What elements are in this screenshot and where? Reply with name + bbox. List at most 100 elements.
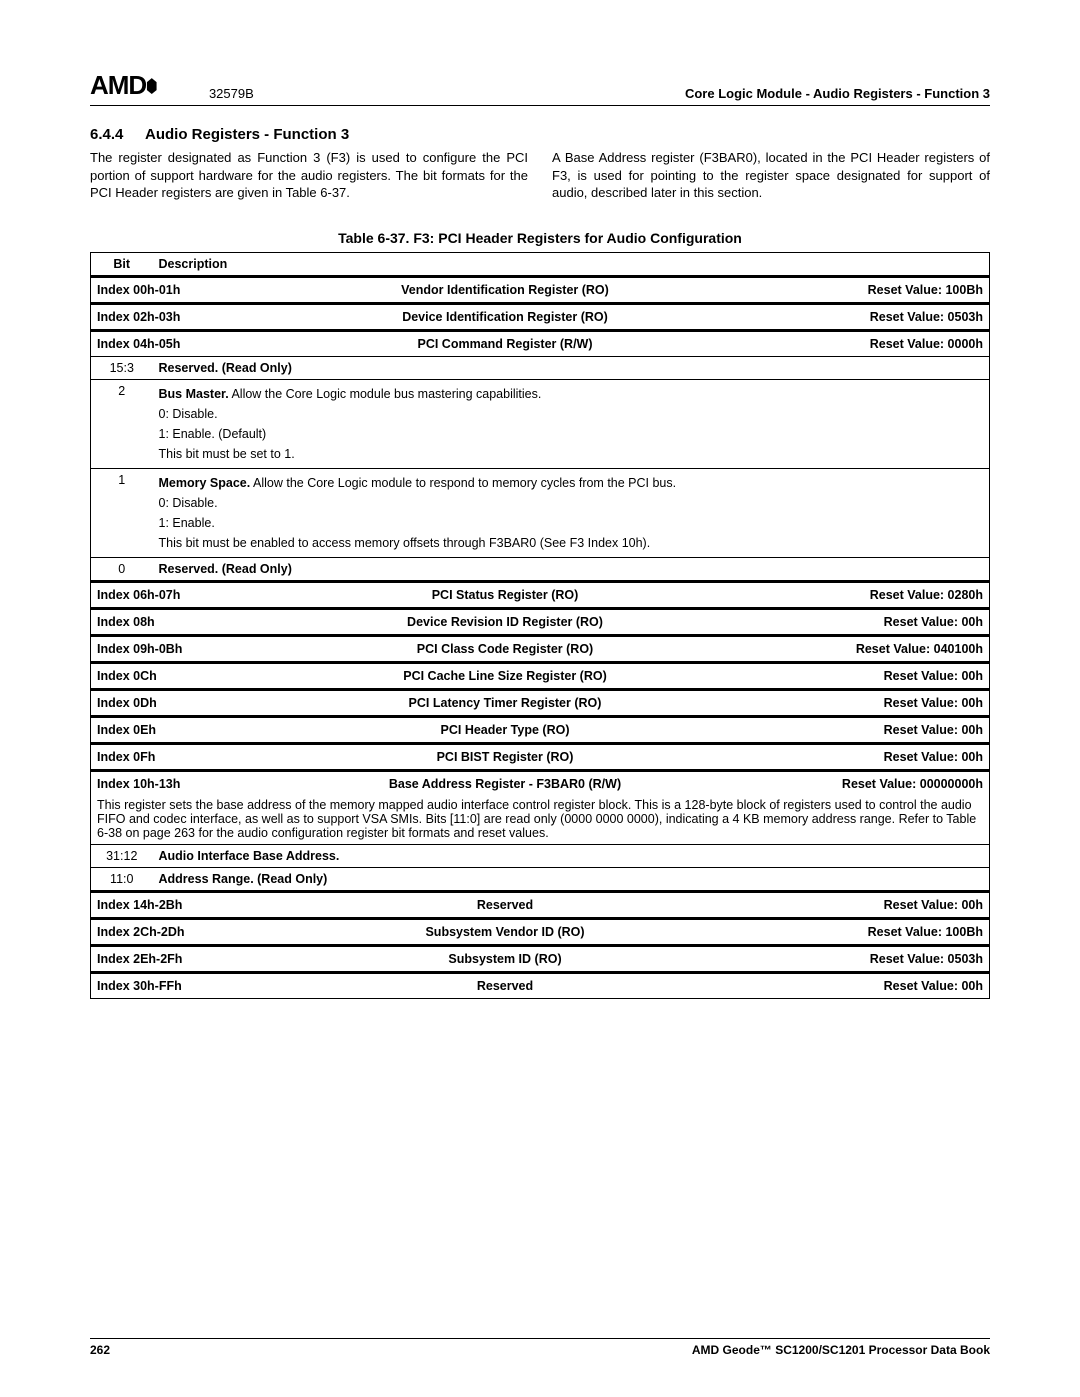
idx-title: Reserved <box>247 898 763 912</box>
bit-row: 15:3 Reserved. (Read Only) <box>91 356 990 379</box>
bit-cell: 2 <box>91 379 153 468</box>
index-row: Index 0Fh PCI BIST Register (RO) Reset V… <box>91 743 990 770</box>
idx-index: Index 2Eh-2Fh <box>97 952 247 966</box>
idx-reset: Reset Value: 0503h <box>763 310 983 324</box>
intro-right: A Base Address register (F3BAR0), locate… <box>552 149 990 202</box>
index-row: Index 08h Device Revision ID Register (R… <box>91 608 990 635</box>
bit-cell: 31:12 <box>91 844 153 867</box>
idx-index: Index 08h <box>97 615 247 629</box>
intro-paragraphs: The register designated as Function 3 (F… <box>90 149 990 202</box>
idx-index: Index 06h-07h <box>97 588 247 602</box>
opt-line: 0: Disable. <box>159 404 984 424</box>
page-footer: 262 AMD Geode™ SC1200/SC1201 Processor D… <box>90 1338 990 1357</box>
opt-line: 1: Enable. <box>159 513 984 533</box>
index-row: Index 09h-0Bh PCI Class Code Register (R… <box>91 635 990 662</box>
idx-reset: Reset Value: 00h <box>763 723 983 737</box>
idx-reset: Reset Value: 00h <box>763 750 983 764</box>
idx-index: Index 0Fh <box>97 750 247 764</box>
bit-cell: 15:3 <box>91 356 153 379</box>
idx-title: Subsystem ID (RO) <box>247 952 763 966</box>
doc-number: 32579B <box>209 86 254 101</box>
idx-reset: Reset Value: 00h <box>763 669 983 683</box>
idx-title: PCI Command Register (R/W) <box>247 337 763 351</box>
note-cell: This register sets the base address of t… <box>91 796 990 845</box>
idx-reset: Reset Value: 00h <box>763 696 983 710</box>
table-header-row: Bit Description <box>91 252 990 276</box>
idx-title: PCI Cache Line Size Register (RO) <box>247 669 763 683</box>
intro-left: The register designated as Function 3 (F… <box>90 149 528 202</box>
desc-bold: Bus Master. <box>159 387 229 401</box>
index-row: Index 0Eh PCI Header Type (RO) Reset Val… <box>91 716 990 743</box>
bit-row: 11:0 Address Range. (Read Only) <box>91 867 990 891</box>
idx-title: Subsystem Vendor ID (RO) <box>247 925 763 939</box>
idx-reset: Reset Value: 100Bh <box>763 925 983 939</box>
idx-index: Index 14h-2Bh <box>97 898 247 912</box>
note-row: This register sets the base address of t… <box>91 796 990 845</box>
desc-text: Reserved. (Read Only) <box>159 562 292 576</box>
index-row: Index 0Ch PCI Cache Line Size Register (… <box>91 662 990 689</box>
index-row: Index 02h-03h Device Identification Regi… <box>91 303 990 330</box>
idx-title: PCI Status Register (RO) <box>247 588 763 602</box>
header-title: Core Logic Module - Audio Registers - Fu… <box>685 86 990 101</box>
idx-reset: Reset Value: 0280h <box>763 588 983 602</box>
index-row: Index 30h-FFh Reserved Reset Value: 00h <box>91 972 990 998</box>
idx-index: Index 09h-0Bh <box>97 642 247 656</box>
desc-text: Allow the Core Logic module bus masterin… <box>229 387 542 401</box>
section-title: Audio Registers - Function 3 <box>145 126 349 143</box>
idx-index: Index 30h-FFh <box>97 979 247 993</box>
idx-title: Vendor Identification Register (RO) <box>247 283 763 297</box>
idx-title: Device Revision ID Register (RO) <box>247 615 763 629</box>
desc-text: Address Range. (Read Only) <box>159 872 328 886</box>
index-row: Index 2Eh-2Fh Subsystem ID (RO) Reset Va… <box>91 945 990 972</box>
col-bit: Bit <box>91 252 153 276</box>
idx-index: Index 0Dh <box>97 696 247 710</box>
bit-cell: 11:0 <box>91 867 153 891</box>
bit-cell: 0 <box>91 557 153 581</box>
idx-index: Index 0Eh <box>97 723 247 737</box>
idx-title: Device Identification Register (RO) <box>247 310 763 324</box>
register-table: Bit Description Index 00h-01h Vendor Ide… <box>90 252 990 999</box>
idx-title: PCI Class Code Register (RO) <box>247 642 763 656</box>
desc-text: Reserved. (Read Only) <box>159 361 292 375</box>
index-row: Index 2Ch-2Dh Subsystem Vendor ID (RO) R… <box>91 918 990 945</box>
idx-title: PCI BIST Register (RO) <box>247 750 763 764</box>
idx-index: Index 00h-01h <box>97 283 247 297</box>
index-row: Index 04h-05h PCI Command Register (R/W)… <box>91 330 990 356</box>
desc-cell: Audio Interface Base Address. <box>153 844 990 867</box>
bit-row: 1 Memory Space. Allow the Core Logic mod… <box>91 468 990 557</box>
opt-line: 0: Disable. <box>159 493 984 513</box>
desc-bold: Memory Space. <box>159 476 251 490</box>
idx-reset: Reset Value: 00h <box>763 898 983 912</box>
idx-title: Base Address Register - F3BAR0 (R/W) <box>247 777 763 791</box>
bit-row: 2 Bus Master. Allow the Core Logic modul… <box>91 379 990 468</box>
idx-reset: Reset Value: 0503h <box>763 952 983 966</box>
idx-title: PCI Latency Timer Register (RO) <box>247 696 763 710</box>
idx-reset: Reset Value: 00000000h <box>763 777 983 791</box>
bit-cell: 1 <box>91 468 153 557</box>
desc-text: Audio Interface Base Address. <box>159 849 340 863</box>
section-number: 6.4.4 <box>90 126 123 143</box>
idx-reset: Reset Value: 00h <box>763 615 983 629</box>
desc-cell: Reserved. (Read Only) <box>153 356 990 379</box>
table-caption: Table 6-37. F3: PCI Header Registers for… <box>90 230 990 246</box>
note-line: This bit must be enabled to access memor… <box>159 533 984 553</box>
idx-index: Index 04h-05h <box>97 337 247 351</box>
index-row: Index 00h-01h Vendor Identification Regi… <box>91 276 990 303</box>
index-row: Index 10h-13h Base Address Register - F3… <box>91 770 990 796</box>
desc-text: Allow the Core Logic module to respond t… <box>250 476 676 490</box>
idx-title: PCI Header Type (RO) <box>247 723 763 737</box>
idx-reset: Reset Value: 0000h <box>763 337 983 351</box>
page-number: 262 <box>90 1343 110 1357</box>
desc-cell: Bus Master. Allow the Core Logic module … <box>153 379 990 468</box>
idx-index: Index 10h-13h <box>97 777 247 791</box>
index-row: Index 14h-2Bh Reserved Reset Value: 00h <box>91 891 990 918</box>
desc-cell: Reserved. (Read Only) <box>153 557 990 581</box>
bit-row: 0 Reserved. (Read Only) <box>91 557 990 581</box>
opt-line: 1: Enable. (Default) <box>159 424 984 444</box>
book-title: AMD Geode™ SC1200/SC1201 Processor Data … <box>692 1343 990 1357</box>
desc-cell: Address Range. (Read Only) <box>153 867 990 891</box>
index-row: Index 0Dh PCI Latency Timer Register (RO… <box>91 689 990 716</box>
idx-index: Index 02h-03h <box>97 310 247 324</box>
note-line: This bit must be set to 1. <box>159 444 984 464</box>
desc-cell: Memory Space. Allow the Core Logic modul… <box>153 468 990 557</box>
